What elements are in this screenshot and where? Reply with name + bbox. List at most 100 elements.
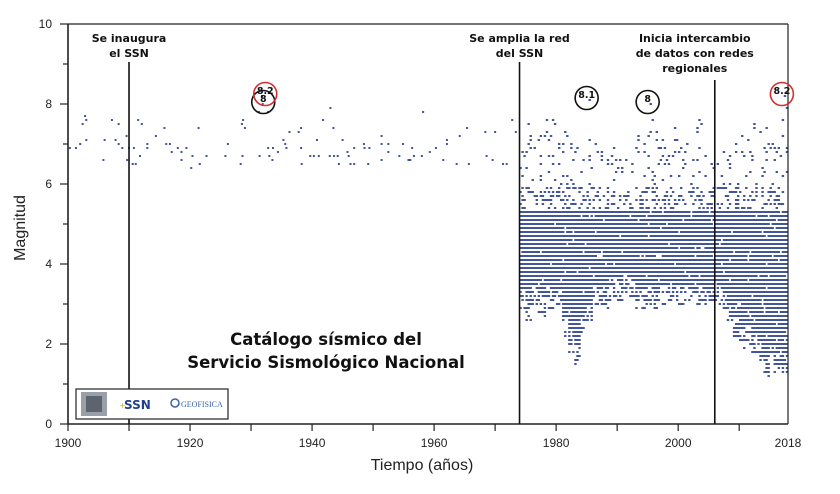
data-point: [224, 155, 227, 157]
data-point: [641, 275, 644, 277]
data-point: [545, 251, 549, 253]
data-point: [604, 299, 608, 301]
data-point: [521, 275, 524, 277]
data-point: [590, 259, 593, 261]
data-point: [781, 323, 785, 325]
data-point: [657, 199, 661, 201]
data-point: [708, 279, 711, 281]
annotation-circle: [635, 89, 660, 115]
data-point: [779, 339, 783, 341]
data-point: [771, 215, 774, 217]
data-point: [738, 279, 742, 281]
data-point: [574, 363, 577, 365]
data-point: [655, 219, 658, 221]
data-point: [529, 251, 532, 253]
data-point: [551, 267, 555, 269]
data-point: [535, 227, 538, 229]
data-point: [732, 255, 736, 257]
data-point: [635, 255, 638, 257]
data-point: [582, 307, 585, 309]
data-point: [566, 231, 569, 233]
data-point: [712, 235, 715, 237]
data-point: [367, 163, 370, 165]
data-point: [741, 239, 744, 241]
data-point: [765, 347, 768, 349]
data-point: [783, 315, 787, 317]
data-point: [696, 211, 699, 213]
data-point: [753, 267, 756, 269]
data-point: [635, 279, 638, 281]
data-point: [610, 279, 614, 281]
data-point: [781, 303, 785, 305]
data-point: [535, 239, 538, 241]
data-point: [669, 227, 673, 229]
data-point: [781, 175, 785, 177]
data-point: [618, 215, 622, 217]
data-point: [722, 291, 726, 293]
data-point: [696, 159, 699, 161]
data-point: [698, 211, 701, 213]
data-point: [533, 259, 536, 261]
data-point: [698, 195, 701, 197]
data-point: [555, 227, 559, 229]
data-point: [621, 271, 624, 273]
data-point: [633, 227, 636, 229]
data-point: [677, 223, 681, 225]
data-point: [545, 271, 549, 273]
data-point: [730, 295, 734, 297]
data-point: [677, 151, 681, 153]
data-point: [610, 271, 614, 273]
data-point: [675, 223, 679, 225]
data-point: [547, 259, 551, 261]
data-point: [535, 215, 538, 217]
data-point: [657, 243, 661, 245]
data-point: [763, 239, 766, 241]
data-point: [557, 251, 561, 253]
data-point: [521, 255, 524, 257]
data-point: [771, 335, 774, 337]
data-point: [755, 191, 758, 193]
data-point: [604, 255, 608, 257]
data-point: [590, 271, 593, 273]
data-point: [765, 343, 768, 345]
data-point: [555, 291, 559, 293]
data-point: [722, 227, 726, 229]
data-point: [543, 251, 547, 253]
data-point: [647, 259, 650, 261]
data-point: [564, 263, 567, 265]
data-point: [736, 323, 740, 325]
data-point: [734, 191, 738, 193]
data-point: [730, 211, 734, 213]
data-point: [566, 303, 569, 305]
data-point: [710, 299, 713, 301]
data-point: [730, 219, 734, 221]
data-point: [743, 287, 746, 289]
data-point: [665, 159, 669, 161]
data-point: [728, 295, 732, 297]
data-point: [576, 235, 579, 237]
data-point: [545, 231, 549, 233]
data-point: [775, 207, 778, 209]
data-point: [751, 227, 754, 229]
data-point: [736, 267, 740, 269]
data-point: [533, 235, 536, 237]
data-point: [572, 287, 575, 289]
data-point: [568, 339, 571, 341]
data-point: [716, 235, 720, 237]
data-point: [635, 263, 638, 265]
data-point: [584, 283, 587, 285]
data-point: [539, 239, 543, 241]
data-point: [773, 363, 776, 365]
data-point: [755, 283, 758, 285]
data-point: [716, 279, 720, 281]
data-point: [633, 231, 636, 233]
data-point: [608, 263, 612, 265]
data-point: [584, 311, 587, 313]
data-point: [769, 267, 772, 269]
data-point: [730, 303, 734, 305]
data-point: [777, 231, 781, 233]
data-point: [751, 211, 754, 213]
data-point: [708, 203, 711, 205]
data-point: [531, 179, 534, 181]
data-point: [714, 223, 717, 225]
